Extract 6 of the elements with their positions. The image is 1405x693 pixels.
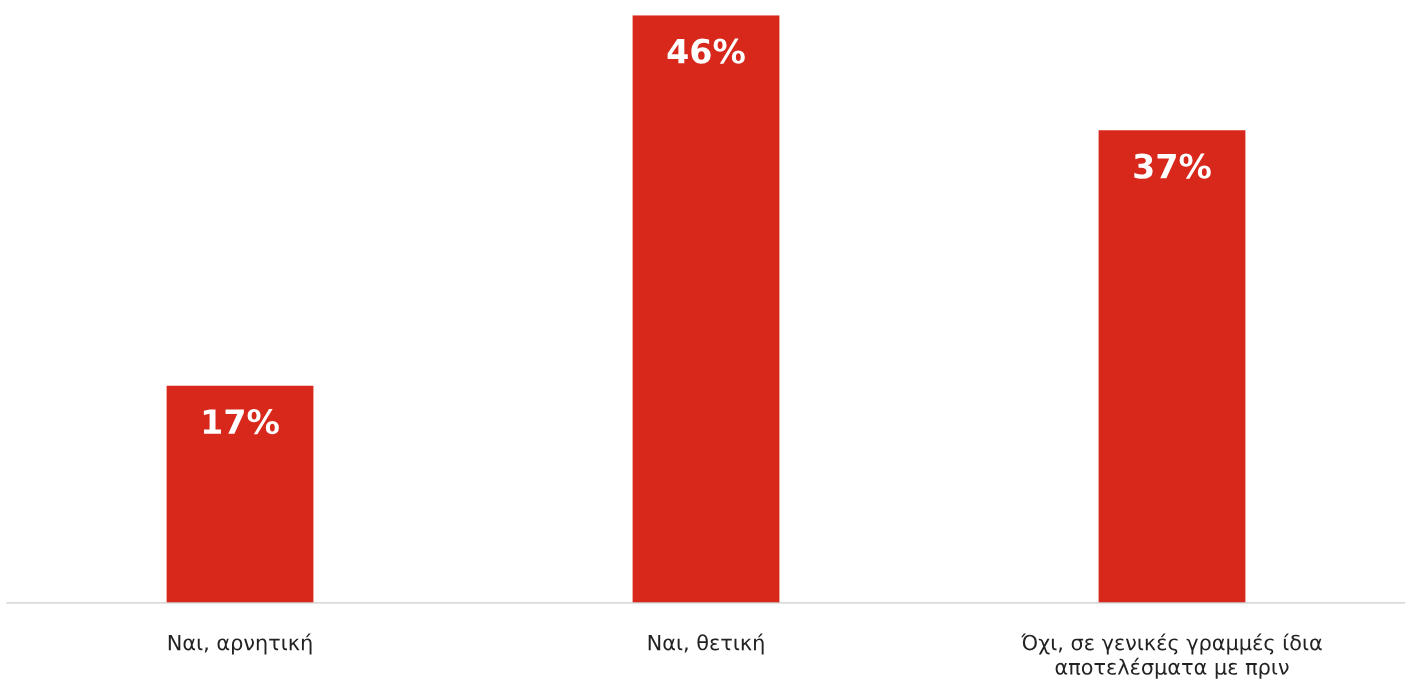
x-tick-label: Όχι, σε γενικές γραμμές ίδια αποτελέσματα με πριν	[1021, 633, 1322, 679]
x-tick-label: Ναι, αρνητική	[168, 633, 312, 655]
data-label: 17%	[203, 409, 279, 435]
data-label: 37%	[1134, 153, 1211, 179]
data-label: 46%	[667, 38, 745, 64]
x-tick-label: Ναι, θετική	[648, 633, 764, 655]
